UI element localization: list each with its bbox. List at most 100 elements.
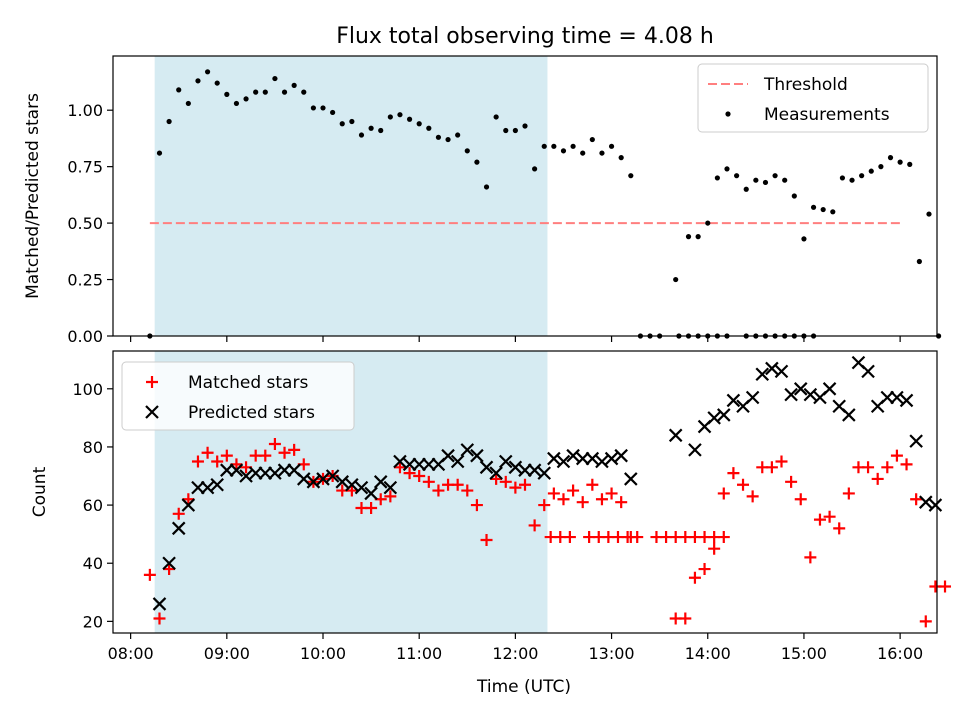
- x-tick-label: 11:00: [396, 644, 442, 663]
- data-point: [803, 387, 818, 402]
- data-point: [528, 519, 541, 532]
- data-point: [365, 501, 378, 514]
- data-point: [243, 96, 249, 102]
- data-point: [734, 173, 740, 179]
- data-point: [717, 531, 730, 544]
- data-point: [842, 408, 856, 422]
- data-point: [589, 136, 595, 143]
- data-point: [538, 499, 551, 512]
- data-point: [470, 499, 483, 512]
- data-point: [335, 475, 350, 489]
- data-point: [499, 475, 512, 488]
- data-point: [455, 132, 461, 138]
- data-point: [708, 542, 721, 555]
- data-point: [474, 159, 480, 165]
- data-point: [493, 114, 499, 120]
- data-point: [599, 150, 605, 156]
- legend-label: Measurements: [764, 105, 890, 125]
- data-point: [566, 448, 580, 463]
- data-point: [498, 454, 513, 469]
- data-point: [512, 127, 518, 134]
- x-tick-label: 08:00: [108, 644, 154, 663]
- data-point: [878, 164, 884, 170]
- data-point: [445, 136, 451, 143]
- x-tick-label: 13:00: [589, 644, 635, 663]
- x-tick-label: 10:00: [300, 644, 346, 663]
- data-point: [373, 475, 388, 489]
- data-point: [698, 563, 711, 576]
- data-point: [422, 475, 435, 488]
- y-tick-label: 0.50: [67, 214, 103, 233]
- data-point: [172, 507, 185, 520]
- data-point: [387, 114, 393, 120]
- y-tick-label: 0.75: [67, 158, 103, 177]
- data-point: [585, 451, 600, 466]
- data-point: [509, 481, 522, 494]
- data-point: [839, 175, 846, 181]
- data-point: [688, 443, 702, 457]
- data-point: [325, 469, 340, 483]
- data-point: [575, 451, 590, 466]
- y-axis-label: Count: [30, 466, 50, 517]
- data-point: [785, 475, 798, 488]
- y-axis-label: Matched/Predicted stars: [23, 93, 43, 299]
- data-point: [163, 563, 176, 576]
- data-point: [724, 166, 730, 172]
- data-point: [745, 390, 760, 405]
- data-point: [532, 166, 538, 172]
- data-point: [801, 236, 807, 242]
- x-tick-label: 16:00: [877, 644, 923, 663]
- data-point: [570, 143, 576, 149]
- data-point: [907, 161, 913, 167]
- data-point: [822, 382, 837, 396]
- data-point: [527, 463, 542, 477]
- data-point: [919, 495, 933, 509]
- data-point: [727, 467, 740, 480]
- data-point: [201, 446, 214, 459]
- data-point: [278, 446, 291, 459]
- legend-marker: [146, 376, 158, 388]
- data-point: [259, 449, 272, 462]
- data-point: [608, 143, 615, 149]
- data-point: [849, 177, 855, 183]
- data-point: [291, 82, 297, 88]
- data-point: [842, 487, 855, 500]
- data-point: [268, 466, 282, 480]
- data-point: [685, 234, 692, 240]
- data-point: [143, 568, 156, 581]
- data-point: [804, 551, 817, 564]
- legend-label: Predicted stars: [188, 403, 315, 423]
- data-point: [272, 75, 278, 82]
- legend-label: Threshold: [763, 75, 848, 95]
- data-point: [413, 470, 426, 483]
- data-point: [239, 469, 253, 483]
- plot-frame: [112, 55, 938, 337]
- data-point: [631, 531, 644, 544]
- data-point: [794, 493, 807, 506]
- data-point: [288, 443, 301, 456]
- data-point: [296, 472, 311, 486]
- data-point: [451, 478, 464, 491]
- y-tick-label: 20: [83, 612, 103, 631]
- data-point: [910, 493, 923, 506]
- data-point: [368, 125, 374, 131]
- data-point: [916, 258, 922, 265]
- data-point: [330, 109, 336, 116]
- data-point: [775, 455, 788, 468]
- data-point: [615, 496, 628, 509]
- data-point: [191, 455, 204, 468]
- data-point: [268, 438, 281, 451]
- data-point: [191, 480, 205, 495]
- data-point: [604, 451, 619, 466]
- data-point: [673, 276, 679, 283]
- data-point: [281, 89, 288, 95]
- data-point: [753, 177, 759, 183]
- data-point: [277, 463, 292, 477]
- data-point: [772, 173, 778, 179]
- data-point: [345, 484, 358, 497]
- data-point: [306, 475, 321, 489]
- data-point: [441, 448, 455, 463]
- data-point: [210, 477, 224, 492]
- data-point: [576, 496, 589, 509]
